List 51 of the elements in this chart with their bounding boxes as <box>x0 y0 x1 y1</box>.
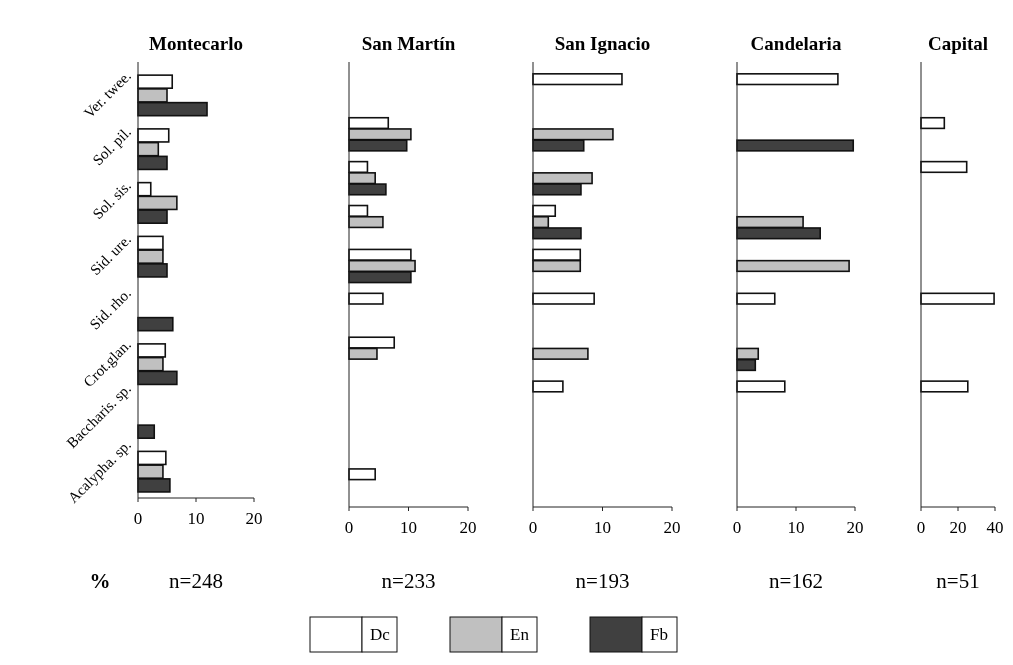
bar <box>532 292 595 305</box>
x-tick-label: 0 <box>916 518 926 537</box>
chart-title: San Martín <box>361 33 456 54</box>
x-tick-label: 0 <box>133 509 143 528</box>
x-tick-label: 20 <box>245 509 263 528</box>
x-tick-label: 10 <box>787 518 805 537</box>
y-tick-label: Sid. ure. <box>87 231 135 279</box>
chart-title: Capital <box>927 33 989 54</box>
x-tick-label: 20 <box>949 518 967 537</box>
bar <box>348 468 376 481</box>
bar <box>736 259 850 273</box>
y-tick-label: Sid. rho. <box>86 285 135 333</box>
bar <box>137 316 174 332</box>
text: n=51 <box>936 569 980 593</box>
legend-label: En <box>510 625 530 644</box>
bar <box>736 139 855 152</box>
legend-label: Dc <box>370 625 391 644</box>
x-tick-label: 10 <box>594 518 611 537</box>
x-tick-label: 20 <box>663 518 681 537</box>
text: % <box>89 569 111 593</box>
bar <box>137 424 156 439</box>
chart-title: San Ignacio <box>554 33 651 54</box>
text: n=233 <box>381 569 436 593</box>
x-tick-label: 20 <box>846 518 864 537</box>
bar <box>920 160 968 174</box>
x-tick-label: 10 <box>400 518 417 537</box>
bar <box>920 116 946 130</box>
chart-title: Candelaria <box>750 33 842 54</box>
y-tick-label: Ver. twee. <box>80 67 135 122</box>
x-tick-label: 0 <box>528 518 538 537</box>
text: n=193 <box>575 569 630 593</box>
bar <box>920 380 969 393</box>
legend-label: Fb <box>650 625 668 644</box>
bar <box>920 292 995 305</box>
x-tick-label: 10 <box>187 509 205 528</box>
x-tick-label: 20 <box>459 518 477 537</box>
x-tick-label: 40 <box>986 518 1004 537</box>
bar <box>736 380 786 393</box>
bar <box>736 73 839 86</box>
bar <box>736 292 776 305</box>
y-tick-label: Sol. pil. <box>89 123 135 169</box>
bar <box>348 292 384 305</box>
y-tick-label: Sol. sis. <box>89 177 135 223</box>
text: n=162 <box>769 569 823 593</box>
text: n=248 <box>169 569 223 593</box>
x-tick-label: 0 <box>732 518 742 537</box>
chart-title: Montecarlo <box>149 33 243 54</box>
bar <box>532 347 589 360</box>
bar <box>532 380 564 393</box>
x-tick-label: 0 <box>344 518 354 537</box>
bar <box>532 73 623 86</box>
